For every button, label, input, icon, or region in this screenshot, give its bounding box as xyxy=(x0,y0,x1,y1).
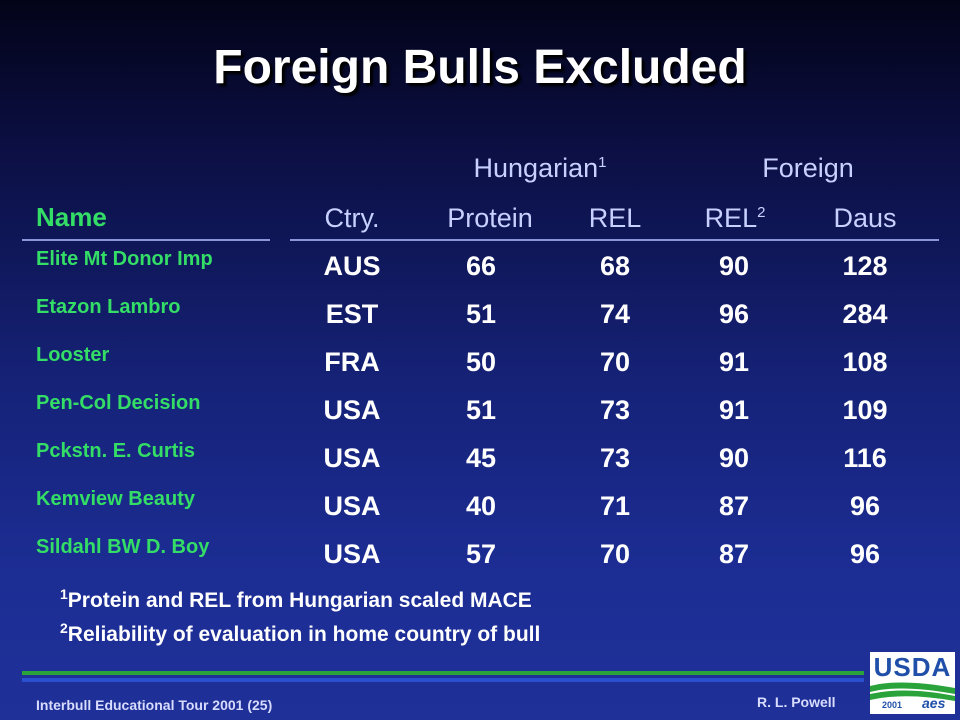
column-header-protein: Protein xyxy=(447,203,533,233)
cell-protein: 51 xyxy=(465,299,497,329)
logo-year: 2001 xyxy=(882,700,903,710)
cell-ctry: EST xyxy=(325,299,379,329)
usda-logo: USDA 2001 aes xyxy=(870,652,955,714)
footer-event: Interbull Educational Tour 2001 (25) xyxy=(36,697,273,713)
cell-daus: 96 xyxy=(849,491,881,521)
name-header-rule xyxy=(22,239,270,241)
cell-protein: 57 xyxy=(465,539,497,569)
cell-rel: 71 xyxy=(599,491,631,521)
cell-daus: 109 xyxy=(842,395,888,425)
cell-rel2: 96 xyxy=(718,299,750,329)
footer-blue-rule xyxy=(22,678,864,682)
cell-protein: 51 xyxy=(465,395,497,425)
cell-ctry: USA xyxy=(323,491,381,521)
bull-name: Etazon Lambro xyxy=(36,296,181,318)
footnote-2-text: Reliability of evaluation in home countr… xyxy=(67,623,541,646)
cell-rel: 73 xyxy=(599,443,631,473)
bull-name: Pckstn. E. Curtis xyxy=(36,440,195,462)
cell-ctry: USA xyxy=(323,395,381,425)
column-header-daus: Daus xyxy=(833,203,897,233)
rel2-footnote-marker: 2 xyxy=(757,204,766,221)
footnote-2-marker: 2 xyxy=(60,620,68,636)
cell-rel2: 87 xyxy=(718,539,750,569)
slide-title: Foreign Bulls Excluded xyxy=(213,41,747,94)
hungarian-footnote-marker: 1 xyxy=(598,154,607,171)
usda-hills-icon xyxy=(870,682,955,701)
footnote-1-text: Protein and REL from Hungarian scaled MA… xyxy=(67,589,532,612)
cell-protein: 40 xyxy=(465,491,497,521)
column-header-rel: REL xyxy=(588,203,642,233)
cell-protein: 45 xyxy=(465,443,497,473)
cell-protein: 66 xyxy=(465,251,497,281)
cell-rel: 70 xyxy=(599,347,631,377)
bull-name: Pen-Col Decision xyxy=(36,392,201,414)
cell-daus: 128 xyxy=(842,251,888,281)
hungarian-group-header: Hungarian1 xyxy=(440,153,640,184)
footnote-2: 2Reliability of evaluation in home count… xyxy=(60,620,540,647)
aes-mark: aes xyxy=(922,695,946,711)
column-header-rel2: REL2 xyxy=(675,203,795,234)
footer-author: R. L. Powell xyxy=(757,694,836,710)
footnote-1-marker: 1 xyxy=(60,586,68,602)
cell-rel2: 91 xyxy=(718,347,750,377)
cell-rel2: 91 xyxy=(718,395,750,425)
cell-ctry: AUS xyxy=(323,251,381,281)
cell-rel: 74 xyxy=(599,299,631,329)
cell-daus: 96 xyxy=(849,539,881,569)
cell-rel2: 90 xyxy=(718,443,750,473)
cell-rel2: 90 xyxy=(718,251,750,281)
foreign-group-header: Foreign xyxy=(762,153,854,183)
cell-rel: 73 xyxy=(599,395,631,425)
cell-daus: 108 xyxy=(842,347,888,377)
column-header-name: Name xyxy=(36,202,107,232)
cell-daus: 284 xyxy=(842,299,888,329)
data-header-rule xyxy=(290,239,939,241)
footnote-1: 1Protein and REL from Hungarian scaled M… xyxy=(60,586,532,613)
usda-logo-text: USDA xyxy=(873,652,952,682)
cell-ctry: USA xyxy=(323,443,381,473)
hungarian-label: Hungarian xyxy=(473,153,599,183)
cell-ctry: USA xyxy=(323,539,381,569)
footer-green-rule xyxy=(22,671,864,675)
bull-name: Looster xyxy=(36,344,110,366)
cell-rel: 68 xyxy=(599,251,631,281)
cell-ctry: FRA xyxy=(324,347,380,377)
column-header-ctry: Ctry. xyxy=(324,203,380,233)
cell-rel: 70 xyxy=(599,539,631,569)
cell-rel2: 87 xyxy=(718,491,750,521)
bull-name: Kemview Beauty xyxy=(36,488,195,510)
bull-name: Sildahl BW D. Boy xyxy=(36,536,210,558)
cell-protein: 50 xyxy=(465,347,497,377)
bull-name: Elite Mt Donor Imp xyxy=(36,248,213,270)
rel2-label: REL xyxy=(704,203,758,233)
cell-daus: 116 xyxy=(843,443,887,473)
